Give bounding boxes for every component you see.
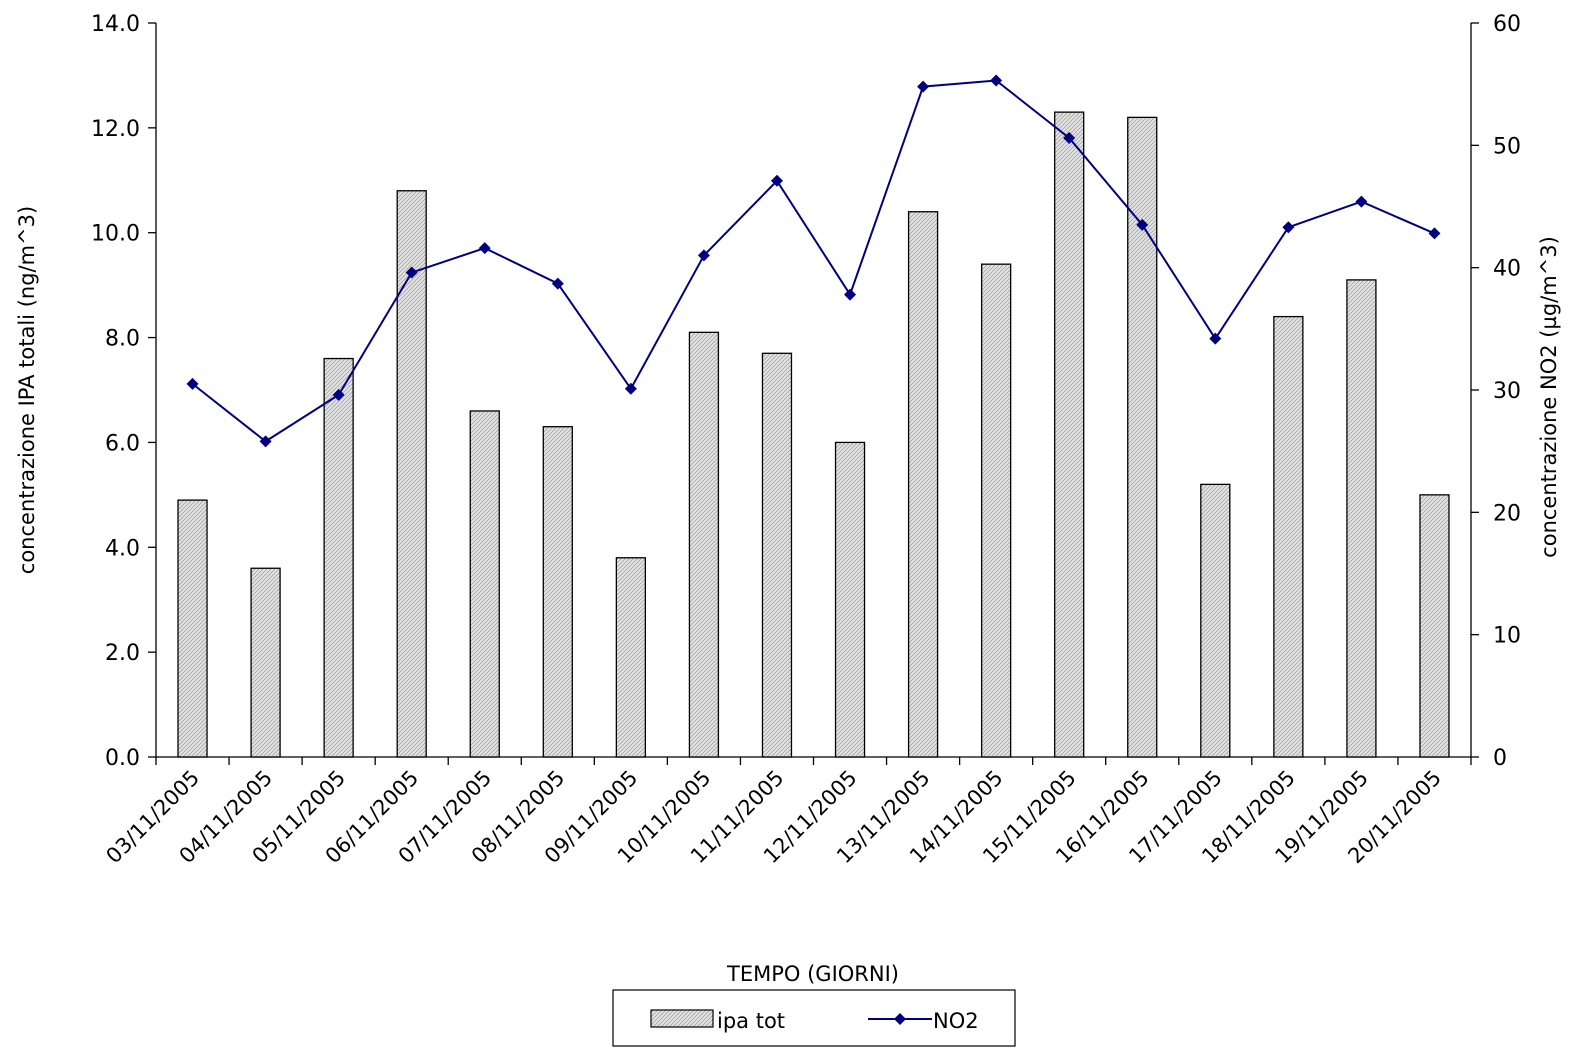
bar xyxy=(1419,494,1450,758)
y-tick-label: 8.0 xyxy=(105,327,140,352)
y2-tick-label: 20 xyxy=(1493,501,1521,526)
bar xyxy=(761,352,793,758)
bar xyxy=(177,499,208,758)
no2-point xyxy=(1209,332,1222,345)
bar xyxy=(323,357,354,758)
y-tick-label: 0.0 xyxy=(105,746,140,771)
legend-bar-label: ipa tot xyxy=(717,1009,785,1033)
no2-point xyxy=(1136,218,1149,231)
y2-tick-label: 10 xyxy=(1493,624,1521,649)
no2-point xyxy=(332,388,345,401)
no2-point xyxy=(1282,221,1295,234)
bar xyxy=(688,331,720,758)
no2-point xyxy=(990,74,1003,87)
y-tick-label: 10.0 xyxy=(91,222,140,247)
y2-axis-label: concentrazione NO2 (µg/m^3) xyxy=(1537,236,1561,558)
bar xyxy=(396,190,427,758)
legend-line-label: NO2 xyxy=(933,1009,979,1033)
legend: ipa tot NO2 xyxy=(612,989,1016,1047)
x-axis-label: TEMPO (GIORNI) xyxy=(726,962,899,986)
bar xyxy=(1054,111,1085,758)
y-tick-label: 12.0 xyxy=(91,117,140,142)
no2-point xyxy=(405,266,418,279)
bar xyxy=(1127,116,1158,758)
bar xyxy=(834,441,866,758)
bar xyxy=(469,410,500,758)
no2-point xyxy=(770,174,783,187)
bar xyxy=(980,263,1012,758)
plot-area: 0.0 2.0 4.0 6.0 8.0 10.0 12.0 14.0 0 10 20 30 40 50 60… xyxy=(91,12,1521,868)
bar xyxy=(615,557,647,758)
y2-tick-label: 60 xyxy=(1493,12,1521,37)
legend-bar-swatch xyxy=(650,1009,714,1028)
y-tick-label: 6.0 xyxy=(105,431,140,456)
no2-series-line xyxy=(191,79,1435,443)
bar xyxy=(250,567,281,758)
bar xyxy=(1273,315,1304,758)
no2-point xyxy=(844,288,857,301)
no2-point xyxy=(697,249,710,262)
no2-point xyxy=(551,277,564,290)
y-tick-label: 4.0 xyxy=(105,536,140,561)
bar xyxy=(1346,279,1377,758)
no2-point xyxy=(478,242,491,255)
no2-point xyxy=(1428,227,1441,240)
bar xyxy=(542,426,573,758)
y2-tick-label: 40 xyxy=(1493,257,1521,282)
bar xyxy=(1200,483,1231,758)
no2-point xyxy=(259,435,272,448)
no2-point xyxy=(624,382,637,395)
no2-point xyxy=(917,80,930,93)
y-tick-label: 14.0 xyxy=(91,12,140,37)
bar xyxy=(907,211,939,758)
y2-tick-label: 0 xyxy=(1493,746,1507,771)
no2-point xyxy=(1355,195,1368,208)
y-tick-label: 2.0 xyxy=(105,641,140,666)
y2-tick-label: 50 xyxy=(1493,134,1521,159)
y2-tick-label: 30 xyxy=(1493,379,1521,404)
y-axis-label: concentrazione IPA totali (ng/m^3) xyxy=(15,206,39,574)
no2-point xyxy=(186,377,199,390)
legend-line-marker xyxy=(894,1013,906,1025)
no2-point xyxy=(1063,131,1076,144)
